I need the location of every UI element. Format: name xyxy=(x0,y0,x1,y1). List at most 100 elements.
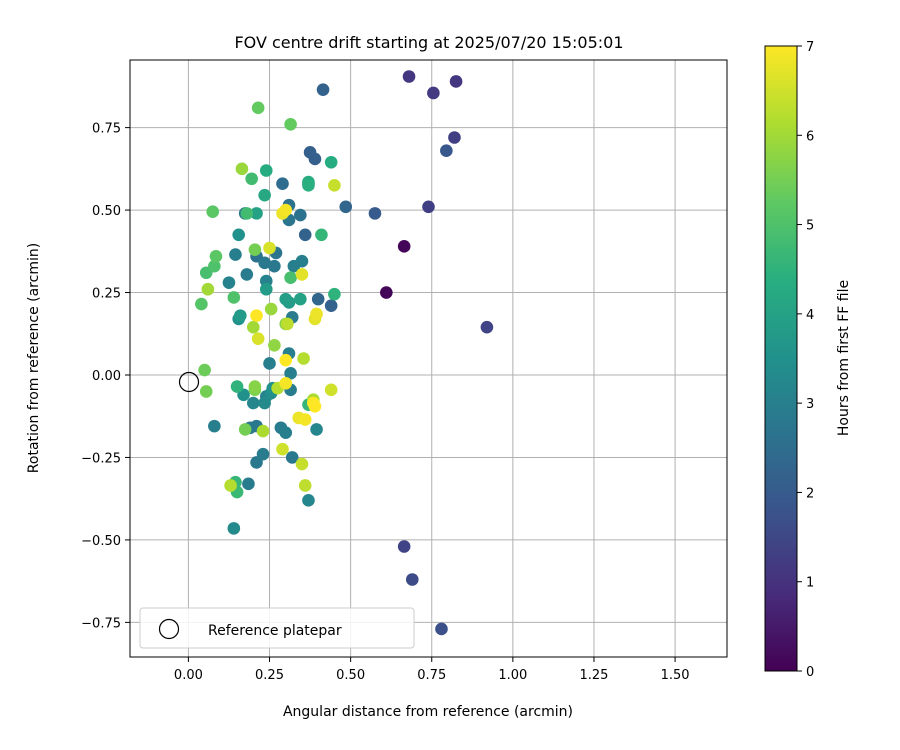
colorbar-tick-label: 1 xyxy=(806,576,814,591)
data-point xyxy=(206,205,220,219)
legend-reference-marker xyxy=(158,618,180,640)
data-point xyxy=(279,353,293,367)
data-point xyxy=(324,383,338,397)
data-point xyxy=(427,86,440,100)
data-point xyxy=(263,241,276,255)
y-tick-label: 0.75 xyxy=(92,122,121,137)
data-point xyxy=(258,256,271,270)
data-point xyxy=(380,286,393,299)
data-point xyxy=(224,479,237,492)
y-axis-label: Rotation from reference (arcmin) xyxy=(26,243,42,473)
data-point xyxy=(227,291,241,304)
data-point xyxy=(298,479,312,492)
data-point xyxy=(198,363,211,377)
data-point xyxy=(298,228,312,242)
data-point xyxy=(328,179,341,192)
x-tick-label: 0.50 xyxy=(336,668,365,683)
x-tick-label: 1.50 xyxy=(661,668,690,683)
data-point xyxy=(328,287,341,301)
data-point xyxy=(232,228,245,242)
data-point xyxy=(302,494,315,507)
data-point xyxy=(281,317,294,331)
data-point xyxy=(298,413,312,426)
data-point xyxy=(339,200,353,214)
y-tick-label: 0.25 xyxy=(92,287,121,302)
chart-title: FOV centre drift starting at 2025/07/20 … xyxy=(234,33,623,52)
data-point xyxy=(295,268,309,281)
data-point xyxy=(284,118,297,131)
data-point xyxy=(208,259,221,273)
data-point xyxy=(440,144,453,158)
data-point xyxy=(324,299,338,313)
data-point xyxy=(258,396,271,410)
data-point xyxy=(397,540,411,553)
data-point xyxy=(397,240,411,253)
data-point xyxy=(311,292,325,306)
data-point xyxy=(222,276,236,289)
data-point xyxy=(435,622,448,636)
data-point xyxy=(238,423,252,436)
data-point xyxy=(324,155,338,169)
y-tick-label: −0.50 xyxy=(81,534,121,549)
data-point xyxy=(279,376,293,390)
data-point xyxy=(256,447,270,461)
data-point xyxy=(308,400,322,413)
x-axis-ticks: 0.00 0.25 0.50 0.75 1.00 1.25 1.50 xyxy=(174,657,690,683)
data-point xyxy=(449,75,463,88)
data-point xyxy=(448,131,461,144)
data-point xyxy=(251,101,265,115)
legend-box xyxy=(139,607,415,649)
data-point xyxy=(284,271,297,284)
colorbar-tick-label: 7 xyxy=(806,40,814,55)
data-point xyxy=(276,442,289,456)
data-point xyxy=(276,177,289,190)
legend-label: Reference platepar xyxy=(208,623,342,639)
data-point xyxy=(284,367,297,380)
data-point xyxy=(230,380,244,393)
data-point xyxy=(264,302,278,316)
x-tick-label: 1.00 xyxy=(498,668,527,683)
colorbar-tick-label: 2 xyxy=(806,486,814,501)
colorbar-gradient xyxy=(764,45,798,672)
data-point xyxy=(199,385,213,398)
reference-marker xyxy=(178,371,200,393)
data-point xyxy=(263,357,276,370)
data-point xyxy=(310,307,323,321)
data-point xyxy=(310,423,323,436)
data-points xyxy=(195,70,494,636)
data-point xyxy=(209,249,223,263)
data-point xyxy=(294,208,307,222)
colorbar-tick-label: 6 xyxy=(806,129,814,144)
data-point xyxy=(268,259,281,273)
data-point xyxy=(422,200,435,214)
x-tick-label: 0.00 xyxy=(174,668,203,683)
data-point xyxy=(302,179,315,192)
data-point xyxy=(279,426,293,440)
data-point xyxy=(294,292,307,306)
x-tick-label: 0.25 xyxy=(255,668,284,683)
data-point xyxy=(245,172,258,186)
data-point xyxy=(297,352,310,365)
y-tick-label: 0.00 xyxy=(92,369,121,384)
y-tick-label: −0.25 xyxy=(81,451,121,466)
data-point xyxy=(268,339,281,352)
data-point xyxy=(259,164,273,177)
data-point xyxy=(279,203,293,217)
colorbar-ticks: 0 1 2 3 4 5 6 7 xyxy=(797,40,814,680)
data-point xyxy=(229,248,242,261)
colorbar-label: Hours from first FF file xyxy=(836,280,852,436)
data-point xyxy=(315,228,328,242)
data-point xyxy=(250,207,263,220)
data-point xyxy=(240,207,254,220)
x-tick-label: 1.25 xyxy=(579,668,608,683)
data-point xyxy=(208,419,221,433)
data-point xyxy=(259,282,273,296)
y-tick-label: 0.50 xyxy=(92,204,121,219)
data-point xyxy=(240,268,254,281)
data-point xyxy=(235,162,249,176)
data-point xyxy=(402,70,416,83)
data-point xyxy=(256,424,270,438)
data-point xyxy=(234,309,247,322)
colorbar: 0 1 2 3 4 5 6 7 Hours from first FF file xyxy=(764,40,852,680)
